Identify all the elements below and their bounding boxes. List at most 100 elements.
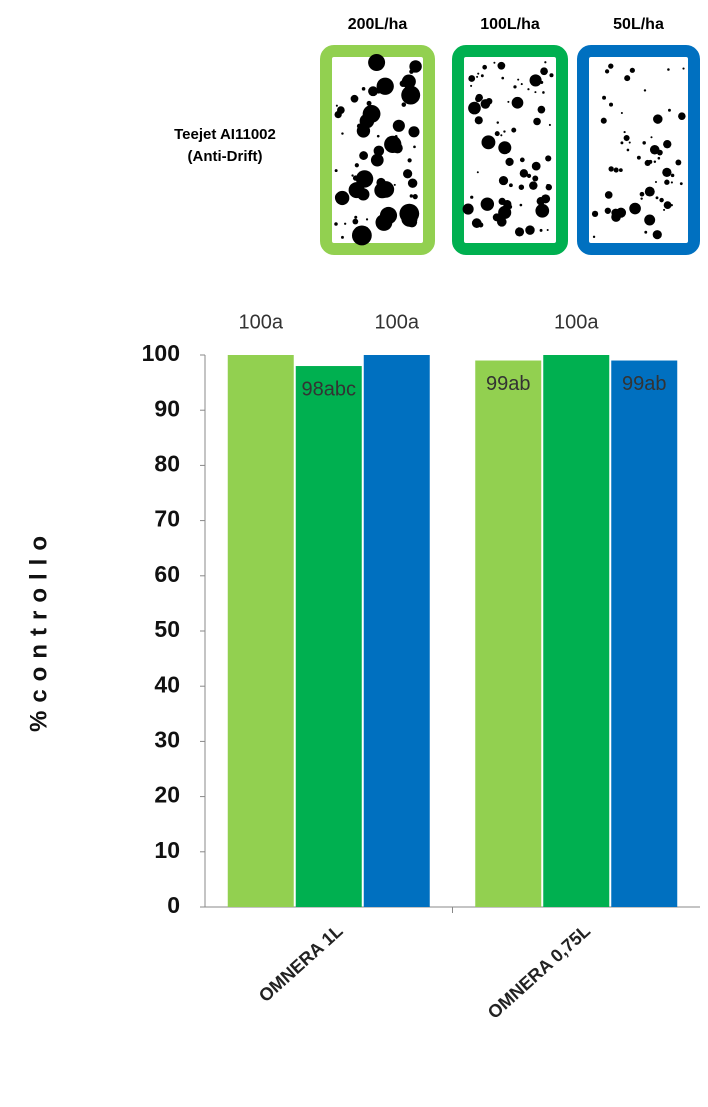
spray-droplet bbox=[514, 227, 525, 237]
spray-droplet bbox=[657, 156, 661, 160]
spray-droplet bbox=[507, 100, 510, 103]
spray-droplet bbox=[662, 167, 672, 178]
spray-droplet bbox=[373, 145, 385, 157]
spray-droplet bbox=[604, 207, 611, 214]
spray-droplet bbox=[536, 196, 545, 206]
spray-droplet bbox=[613, 167, 619, 173]
spray-droplet bbox=[643, 89, 647, 92]
spray-droplet bbox=[545, 155, 552, 162]
spray-droplet bbox=[620, 112, 623, 115]
spray-droplet bbox=[361, 87, 366, 91]
spray-droplet bbox=[498, 141, 512, 155]
y-tick-label: 20 bbox=[154, 782, 180, 808]
value-label: 99ab bbox=[486, 373, 531, 395]
spray-droplet bbox=[334, 169, 338, 173]
spray-droplet bbox=[494, 131, 500, 137]
spray-droplet bbox=[503, 200, 512, 209]
y-tick-label: 100 bbox=[142, 340, 180, 366]
spray-droplet bbox=[392, 119, 405, 132]
spray-droplet bbox=[519, 169, 529, 178]
spray-droplet bbox=[653, 160, 657, 164]
spray-droplet bbox=[517, 78, 520, 81]
spray-droplet bbox=[670, 203, 673, 207]
y-tick-label: 40 bbox=[154, 671, 180, 697]
spray-droplet bbox=[403, 169, 413, 179]
spray-droplet bbox=[470, 84, 473, 87]
y-tick-label: 90 bbox=[154, 395, 180, 421]
spray-droplet bbox=[642, 141, 646, 145]
spray-droplet bbox=[650, 136, 653, 139]
spray-droplet bbox=[344, 222, 347, 225]
spray-droplet bbox=[682, 67, 685, 70]
spray-droplet bbox=[540, 67, 548, 76]
spray-droplet bbox=[525, 225, 535, 235]
spray-droplet bbox=[401, 102, 407, 107]
spray-droplet bbox=[519, 203, 523, 207]
spray-droplet bbox=[509, 183, 513, 188]
spray-droplet bbox=[393, 183, 396, 186]
y-tick-label: 30 bbox=[154, 726, 180, 752]
spray-droplet bbox=[407, 158, 412, 163]
spray-droplet bbox=[675, 159, 682, 166]
bar bbox=[227, 355, 294, 907]
spray-droplet bbox=[480, 197, 495, 211]
spray-droplet bbox=[503, 130, 506, 133]
bar bbox=[475, 360, 542, 907]
spray-droplet bbox=[670, 173, 675, 178]
spray-droplet bbox=[408, 126, 420, 138]
spray-droplet bbox=[501, 76, 505, 80]
spray-droplet bbox=[652, 230, 662, 240]
spray-droplet bbox=[663, 201, 672, 209]
spray-droplet bbox=[365, 218, 369, 221]
spray-droplet bbox=[653, 114, 663, 124]
spray-droplet bbox=[539, 228, 543, 232]
spray-droplet bbox=[335, 104, 338, 107]
spray-droplet bbox=[351, 225, 372, 246]
y-tick-label: 50 bbox=[154, 616, 180, 642]
spray-droplet bbox=[623, 135, 630, 142]
spray-droplet bbox=[618, 168, 623, 173]
spray-droplet bbox=[624, 75, 631, 82]
bar bbox=[543, 355, 610, 907]
spray-droplet bbox=[375, 157, 383, 165]
spray-droplet bbox=[394, 148, 397, 151]
spray-droplet bbox=[376, 134, 380, 138]
spray-droplet bbox=[409, 60, 422, 73]
spray-droplet bbox=[529, 74, 542, 87]
spray-droplet bbox=[350, 94, 359, 103]
spray-droplet bbox=[493, 61, 496, 64]
legend-label: 100L/ha bbox=[480, 16, 540, 33]
spray-droplet bbox=[475, 95, 482, 103]
spray-droplet bbox=[496, 217, 507, 227]
spray-droplet bbox=[548, 123, 551, 127]
spray-droplet bbox=[482, 64, 487, 70]
spray-droplet bbox=[656, 149, 663, 156]
spray-droplet bbox=[636, 155, 641, 160]
spray-droplet bbox=[366, 100, 372, 106]
spray-droplet bbox=[640, 197, 643, 200]
spray-droplet bbox=[629, 67, 635, 73]
spray-droplet bbox=[519, 157, 525, 163]
spray-droplet bbox=[678, 112, 686, 120]
y-axis-label: %controllo bbox=[25, 528, 52, 732]
value-label: 98abc bbox=[302, 378, 357, 400]
spray-droplet bbox=[531, 161, 541, 171]
spray-droplet bbox=[549, 73, 554, 78]
spray-droplet bbox=[474, 116, 483, 125]
spray-droplet bbox=[412, 194, 418, 200]
spray-droplet bbox=[477, 72, 480, 75]
bar bbox=[295, 366, 362, 907]
value-label: 100a bbox=[554, 311, 599, 333]
y-tick-label: 10 bbox=[154, 837, 180, 863]
spray-droplet bbox=[644, 214, 656, 226]
spray-droplet bbox=[533, 117, 541, 126]
spray-droplet bbox=[476, 171, 479, 174]
spray-droplet bbox=[401, 85, 421, 105]
spray-droplet bbox=[623, 130, 626, 134]
spray-droplet bbox=[462, 203, 474, 215]
y-tick-label: 0 bbox=[167, 892, 180, 918]
spray-droplet bbox=[513, 85, 517, 89]
bar bbox=[611, 360, 678, 907]
spray-droplet bbox=[667, 68, 670, 71]
